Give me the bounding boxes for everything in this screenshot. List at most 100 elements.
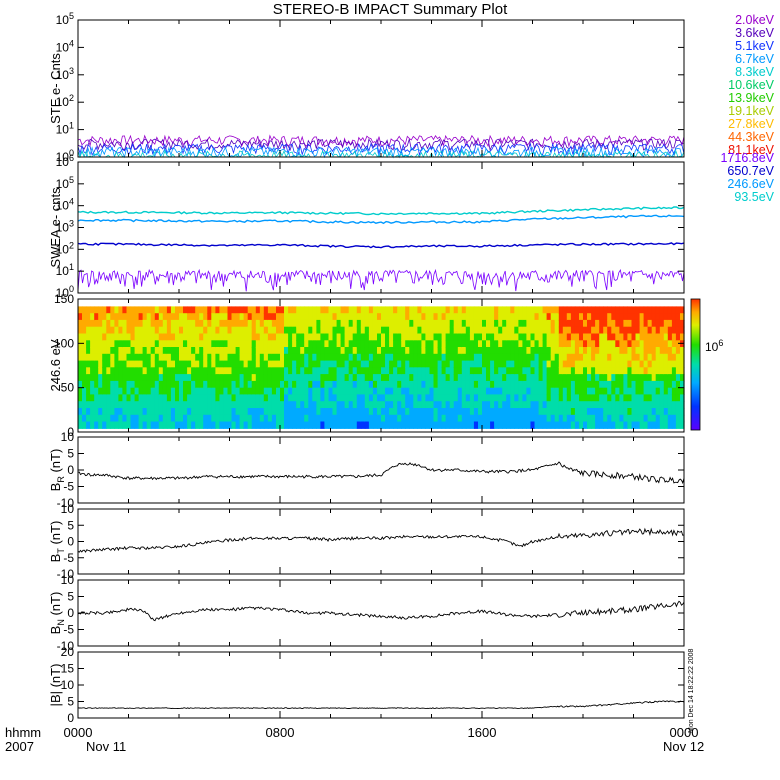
heatmap-cell [409,374,414,382]
heatmap-cell [259,367,265,375]
heatmap-cell [611,387,616,396]
heatmap-cell [417,414,422,423]
heatmap-cell [437,401,443,409]
heatmap-cell [199,306,204,314]
heatmap-cell [118,387,123,396]
heatmap-cell [195,387,200,396]
heatmap-cell [170,340,176,348]
heatmap-cell [534,353,540,362]
heatmap-cell [603,421,608,429]
heatmap-cell [360,319,366,328]
heatmap-cell [421,347,426,355]
heatmap-cell [94,353,99,362]
heatmap-cell [223,326,228,335]
heatmap-cell [352,333,358,341]
heatmap-cell [86,380,91,389]
heatmap-cell [655,380,661,389]
heatmap-cell [98,367,103,375]
heatmap-cell [615,313,620,321]
heatmap-cell [179,421,184,429]
heatmap-cell [639,401,645,409]
heatmap-cell [98,360,103,368]
heatmap-cell [94,319,99,328]
y-tick-label: 10 [61,573,75,587]
heatmap-cell [522,347,527,355]
heatmap-cell [300,394,305,402]
heatmap-cell [316,353,321,362]
heatmap-cell [510,333,515,341]
heatmap-cell [595,380,600,389]
heatmap-cell [344,401,350,409]
heatmap-cell [623,313,628,321]
heatmap-cell [166,401,172,409]
heatmap-cell [118,347,123,355]
heatmap-cell [409,313,414,321]
heatmap-cell [437,374,443,382]
heatmap-cell [619,401,624,409]
heatmap-cell [304,367,309,375]
heatmap-cell [667,313,673,321]
heatmap-cell [90,347,95,355]
heatmap-cell [292,387,297,396]
heatmap-cell [381,380,386,389]
heatmap-cell [263,319,269,328]
heatmap-cell [312,421,317,429]
heatmap-cell [106,306,111,314]
heatmap-cell [296,374,301,382]
heatmap-cell [251,394,257,402]
heatmap-cell [130,353,136,362]
heatmap-cell [146,360,152,368]
heatmap-cell [231,408,237,416]
heatmap-cell [655,353,661,362]
heatmap-cell [82,319,87,328]
heatmap-cell [550,347,556,355]
heatmap-cell [538,347,544,355]
heatmap-cell [284,353,289,362]
heatmap-cell [643,394,649,402]
heatmap-cell [276,414,281,423]
heatmap-cell [276,421,281,429]
heatmap-cell [441,408,447,416]
heatmap-cell [510,401,515,409]
heatmap-cell [413,394,418,402]
heatmap-cell [550,306,556,314]
heatmap-cell [465,380,471,389]
heatmap-cell [603,414,608,423]
heatmap-cell [158,333,164,341]
heatmap-cell [146,394,152,402]
heatmap-cell [203,401,208,409]
heatmap-cell [166,360,172,368]
heatmap-cell [288,306,293,314]
heatmap-cell [421,380,426,389]
heatmap-cell [449,333,455,341]
heatmap-cell [478,347,483,355]
heatmap-cell [219,374,224,382]
heatmap-cell [328,360,334,368]
heatmap-cell [187,326,192,335]
heatmap-cell [215,394,220,402]
heatmap-cell [364,380,370,389]
heatmap-cell [223,367,228,375]
heatmap-cell [631,421,637,429]
heatmap-cell [251,360,257,368]
heatmap-cell [478,374,483,382]
heatmap-cell [324,408,329,416]
heatmap-cell [154,360,160,368]
heatmap-cell [647,394,653,402]
heatmap-cell [655,414,661,423]
heatmap-cell [381,374,386,382]
heatmap-cell [389,326,394,335]
heatmap-cell [259,340,265,348]
heatmap-cell [78,360,83,368]
heatmap-cell [385,347,390,355]
heatmap-cell [114,347,119,355]
heatmap-cell [239,347,245,355]
heatmap-cell [421,374,426,382]
heatmap-cell [389,380,394,389]
heatmap-cell [478,367,483,375]
heatmap-cell [312,340,317,348]
heatmap-cell [647,387,653,396]
heatmap-cell [611,374,616,382]
heatmap-cell [413,340,418,348]
heatmap-cell [235,387,241,396]
